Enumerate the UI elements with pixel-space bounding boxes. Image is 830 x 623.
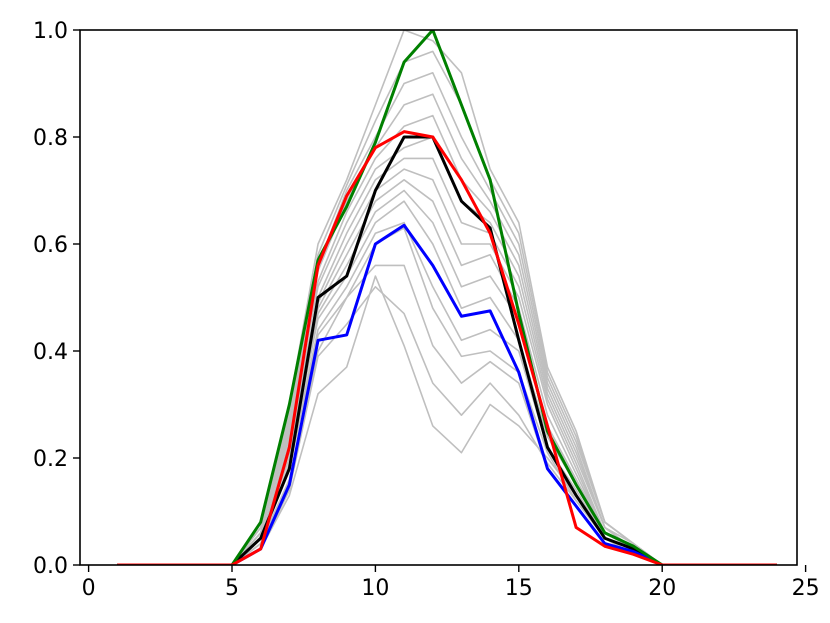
x-axis: 0 5 10 15 20 25 <box>82 565 820 601</box>
series-line-1 <box>117 223 777 565</box>
background-line-14 <box>117 50 777 565</box>
background-line-7 <box>117 179 777 565</box>
axes-frame <box>79 29 798 566</box>
background-line-4 <box>117 221 777 565</box>
x-tick-label: 5 <box>225 576 239 601</box>
y-tick-label: 0.6 <box>33 233 68 258</box>
background-line-0 <box>117 275 777 565</box>
background-line-15 <box>117 30 777 565</box>
series-line-0 <box>117 135 777 565</box>
background-line-1 <box>117 285 777 565</box>
background-line-8 <box>117 168 777 565</box>
y-axis: 0.0 0.2 0.4 0.6 0.8 1.0 <box>33 19 80 579</box>
background-line-5 <box>117 200 777 565</box>
series-line-2 <box>117 30 777 565</box>
y-tick-label: 0.8 <box>33 126 68 151</box>
x-tick-label: 10 <box>361 576 389 601</box>
y-tick-label: 1.0 <box>33 19 68 44</box>
background-line-3 <box>117 227 777 565</box>
x-tick-label: 25 <box>792 576 820 601</box>
series-line-3 <box>117 130 777 565</box>
background-line-13 <box>117 72 777 565</box>
background-line-11 <box>117 114 777 565</box>
x-tick-label: 0 <box>82 576 96 601</box>
y-tick-label: 0.2 <box>33 447 68 472</box>
y-tick-label: 0.0 <box>33 554 68 579</box>
background-line-6 <box>117 189 777 565</box>
background-line-12 <box>117 93 777 565</box>
background-line-2 <box>117 264 777 565</box>
x-tick-label: 20 <box>648 576 676 601</box>
y-tick-label: 0.4 <box>33 340 68 365</box>
background-line-9 <box>117 157 777 565</box>
plot-lines <box>117 30 777 565</box>
x-tick-label: 15 <box>505 576 533 601</box>
